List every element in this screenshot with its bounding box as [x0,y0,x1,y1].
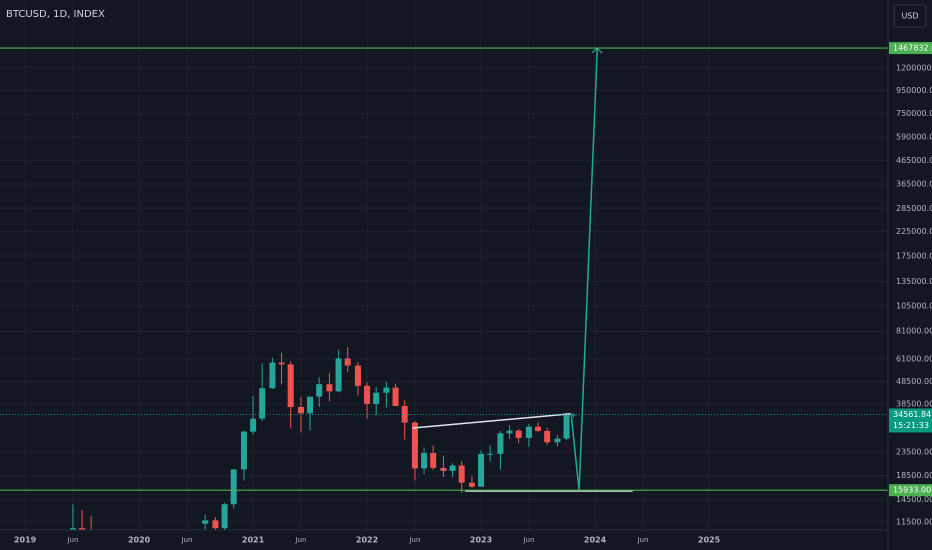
candle-body [383,387,390,393]
candle-body [240,431,247,470]
candle-body [221,504,228,529]
candle-body [535,426,542,431]
y-tick-label: 175000.00 [896,251,932,260]
currency-button[interactable] [893,4,927,28]
candle-body [392,387,399,406]
candle-body [278,362,285,365]
candle-body [506,430,513,434]
x-tick-label: Jun [408,536,420,544]
x-tick-label: Jun [294,536,306,544]
x-tick-label: 2025 [698,536,721,545]
price-label-box [889,42,932,55]
y-tick-label: 11500.00 [896,518,932,527]
y-tick-label: 61000.00 [896,354,932,363]
candle-body [544,430,551,443]
candle-body [497,433,504,454]
candle-body [364,385,371,404]
candle-body [269,362,276,389]
candle-body [458,465,465,483]
candle-body [259,388,266,419]
y-tick-label: 285000.00 [896,204,932,213]
y-tick-label: 14500.00 [896,495,932,504]
candle-body [440,467,447,471]
candle-body [297,407,304,414]
candle-body [411,422,418,469]
candle-body [449,465,456,471]
candle-body [430,453,437,468]
symbol-title: BTCUSD, 1D, INDEX [6,9,105,20]
y-tick-label: 48500.00 [896,377,932,386]
candle-body [468,482,475,487]
price-label-box [889,484,932,497]
candle-body [250,418,257,432]
y-tick-label: 1200000.00 [896,63,932,72]
price-label-box [889,408,932,433]
candle-body [307,396,314,414]
candle-body [478,453,485,487]
y-tick-label: 225000.00 [896,227,932,236]
y-tick-label: 135000.00 [896,277,932,286]
y-tick-label: 950000.00 [896,86,932,95]
plot-area [0,47,888,530]
y-tick-label: 23500.00 [896,448,932,457]
x-tick-label: Jun [522,536,534,544]
candle-body [212,520,219,529]
y-tick-label: 590000.00 [896,133,932,142]
candle-body [373,392,380,404]
candle-body [515,430,522,438]
x-tick-label: 2022 [356,536,378,545]
x-tick-label: 2020 [128,536,151,545]
price-label: 15933.00 [893,486,931,495]
candle-body [525,426,532,438]
x-tick-label: 2024 [584,536,607,545]
candle-body [487,453,494,455]
candle-body [230,469,237,505]
candle-body [287,364,294,408]
candle-body [354,365,361,386]
y-tick-label: 105000.00 [896,301,932,310]
y-tick-label: 465000.00 [896,156,932,165]
x-tick-label: Jun [66,536,78,544]
candle-body [563,414,570,439]
trendline [412,413,572,429]
x-tick-label: 2023 [470,536,492,545]
candle-body [202,520,209,524]
x-tick-label: Jun [180,536,192,544]
y-tick-label: 38500.00 [896,399,932,408]
x-tick-label: Jun [636,536,648,544]
price-label: 34561.84 [893,410,931,419]
x-tick-label: 2019 [14,536,37,545]
candle-body [326,384,333,392]
y-tick-label: 750000.00 [896,109,932,118]
x-tick-label: 2021 [242,536,265,545]
candle-body [401,405,408,423]
candle-body [316,384,323,397]
y-tick-label: 365000.00 [896,180,932,189]
y-tick-label: 81000.00 [896,327,932,336]
candle-body [554,438,561,443]
y-tick-label: 18500.00 [896,471,932,480]
grid [0,0,888,530]
candle-body [421,453,428,469]
countdown: 15:21:33 [893,421,929,430]
currency-label[interactable]: USD [901,12,918,21]
candle-body [344,358,351,366]
axes: 1200000.00 950000.00 750000.00 590000.00 465… [14,42,932,545]
candle-body [79,528,86,530]
candle-body [335,358,342,392]
candle-body [69,528,76,530]
price-label: 1467832.00 [893,44,932,53]
